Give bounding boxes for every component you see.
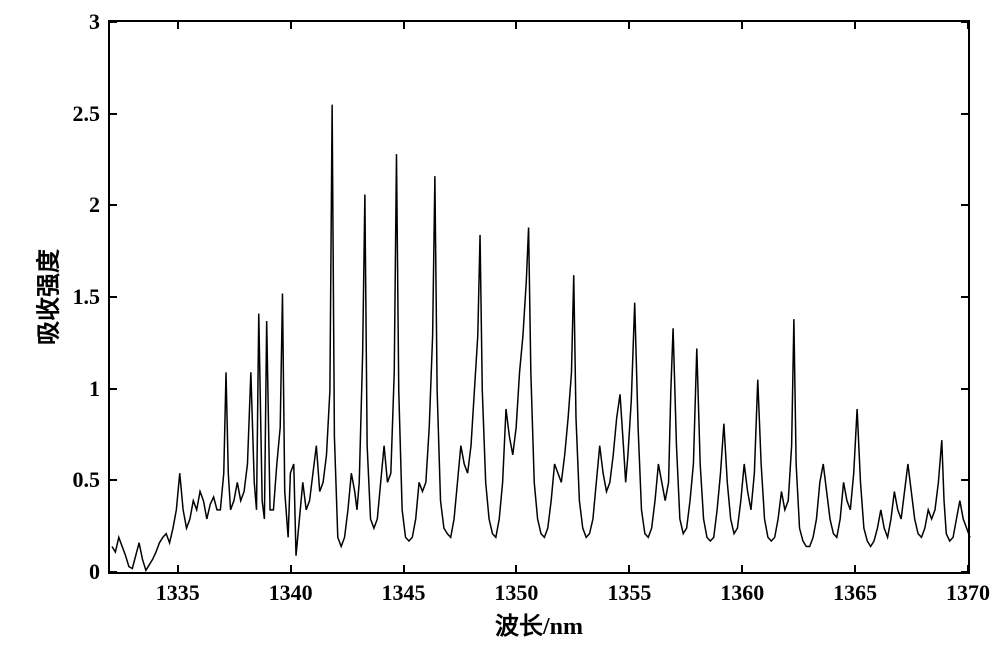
x-tick-label: 1345	[382, 580, 426, 606]
y-tick-label: 1	[89, 376, 100, 402]
x-tick	[177, 565, 179, 574]
y-tick-label: 2	[89, 192, 100, 218]
x-tick	[628, 20, 630, 29]
x-tick	[854, 20, 856, 29]
y-tick	[108, 204, 117, 206]
y-tick	[108, 571, 117, 573]
x-tick	[403, 565, 405, 574]
x-tick-label: 1355	[607, 580, 651, 606]
x-tick	[741, 565, 743, 574]
x-tick	[290, 20, 292, 29]
x-tick	[628, 565, 630, 574]
y-tick	[108, 296, 117, 298]
plot-svg	[110, 22, 972, 576]
x-axis-label: 波长/nm	[495, 606, 583, 641]
y-tick	[961, 113, 970, 115]
plot-area	[108, 20, 970, 574]
y-tick	[961, 204, 970, 206]
y-tick-label: 0	[89, 559, 100, 585]
x-tick-label: 1360	[720, 580, 764, 606]
y-tick-label: 0.5	[73, 467, 101, 493]
x-tick-label: 1340	[269, 580, 313, 606]
x-tick-label: 1365	[833, 580, 877, 606]
x-tick	[403, 20, 405, 29]
x-tick	[854, 565, 856, 574]
y-tick	[961, 296, 970, 298]
y-tick	[961, 21, 970, 23]
x-tick-label: 1350	[494, 580, 538, 606]
x-tick	[177, 20, 179, 29]
y-tick	[108, 479, 117, 481]
y-tick	[108, 113, 117, 115]
y-tick	[961, 571, 970, 573]
y-tick	[108, 388, 117, 390]
y-tick-label: 3	[89, 9, 100, 35]
x-tick-label: 1335	[156, 580, 200, 606]
y-tick	[961, 388, 970, 390]
x-tick	[741, 20, 743, 29]
x-tick-label: 1370	[946, 580, 990, 606]
y-tick-label: 1.5	[73, 284, 101, 310]
spectrum-figure: 吸收强度 波长/nm 1335 1340 1345 1350 1355 1360 1365 1…	[0, 0, 1000, 647]
x-tick	[290, 565, 292, 574]
y-tick	[961, 479, 970, 481]
y-tick-label: 2.5	[73, 101, 101, 127]
spectrum-line	[112, 105, 970, 571]
x-tick	[515, 565, 517, 574]
y-tick	[108, 21, 117, 23]
x-tick	[515, 20, 517, 29]
y-axis-label: 吸收强度	[29, 249, 64, 345]
